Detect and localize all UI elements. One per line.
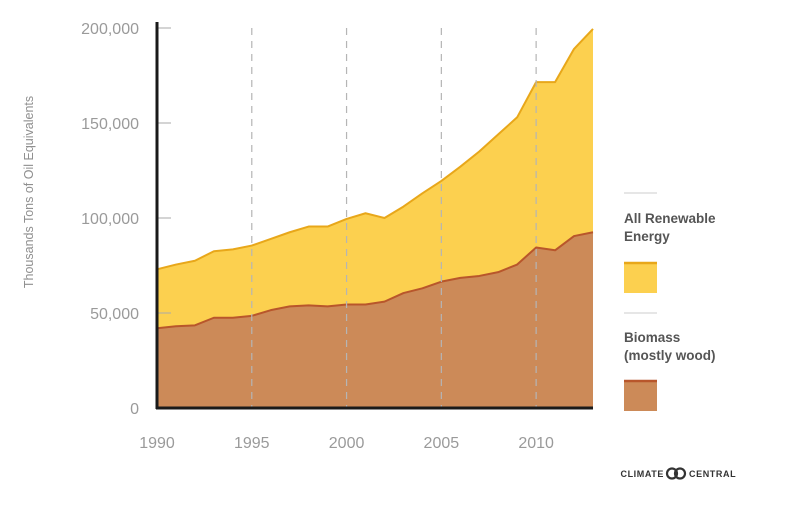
series-0-line: [156, 28, 594, 271]
legend: All Renewable Energy Biomass (mostly wood): [624, 192, 716, 411]
xtick-label-1995: 1995: [234, 435, 270, 452]
ytick-label-200000: 200,000: [81, 21, 139, 38]
climate-central-logo: CLIMATE CENTRAL: [620, 467, 736, 480]
legend-swatch-0: [624, 262, 657, 293]
logo-rings-icon: [665, 467, 687, 480]
legend-label-0-line-1: Energy: [624, 229, 670, 244]
area-series-layer: [156, 28, 594, 408]
legend-label-1-line-1: (mostly wood): [624, 348, 716, 363]
axes: [155, 22, 593, 410]
xtick-label-2005: 2005: [424, 435, 460, 452]
logo-text-right: CENTRAL: [689, 469, 736, 479]
series-1-area: [157, 232, 593, 408]
series-1-line: [156, 231, 594, 330]
xtick-label-1990: 1990: [139, 435, 175, 452]
xtick-label-2000: 2000: [329, 435, 365, 452]
ytick-label-100000: 100,000: [81, 211, 139, 228]
legend-label-0-line-0: All Renewable: [624, 211, 716, 226]
ytick-label-0: 0: [130, 401, 139, 418]
legend-swatch-1: [624, 380, 657, 411]
ytick-label-50000: 50,000: [90, 306, 139, 323]
tick-labels: 1990 1995 2000 2005 2010 0 50,000 100,000 150,00…: [81, 21, 554, 452]
logo-text-left: CLIMATE: [620, 469, 664, 479]
xtick-label-2010: 2010: [518, 435, 554, 452]
grid-lines: [251, 28, 537, 408]
legend-label-1-line-0: Biomass: [624, 330, 680, 345]
y-axis-label: Thousands Tons of Oil Equivalents: [22, 96, 36, 288]
ytick-label-150000: 150,000: [81, 116, 139, 133]
